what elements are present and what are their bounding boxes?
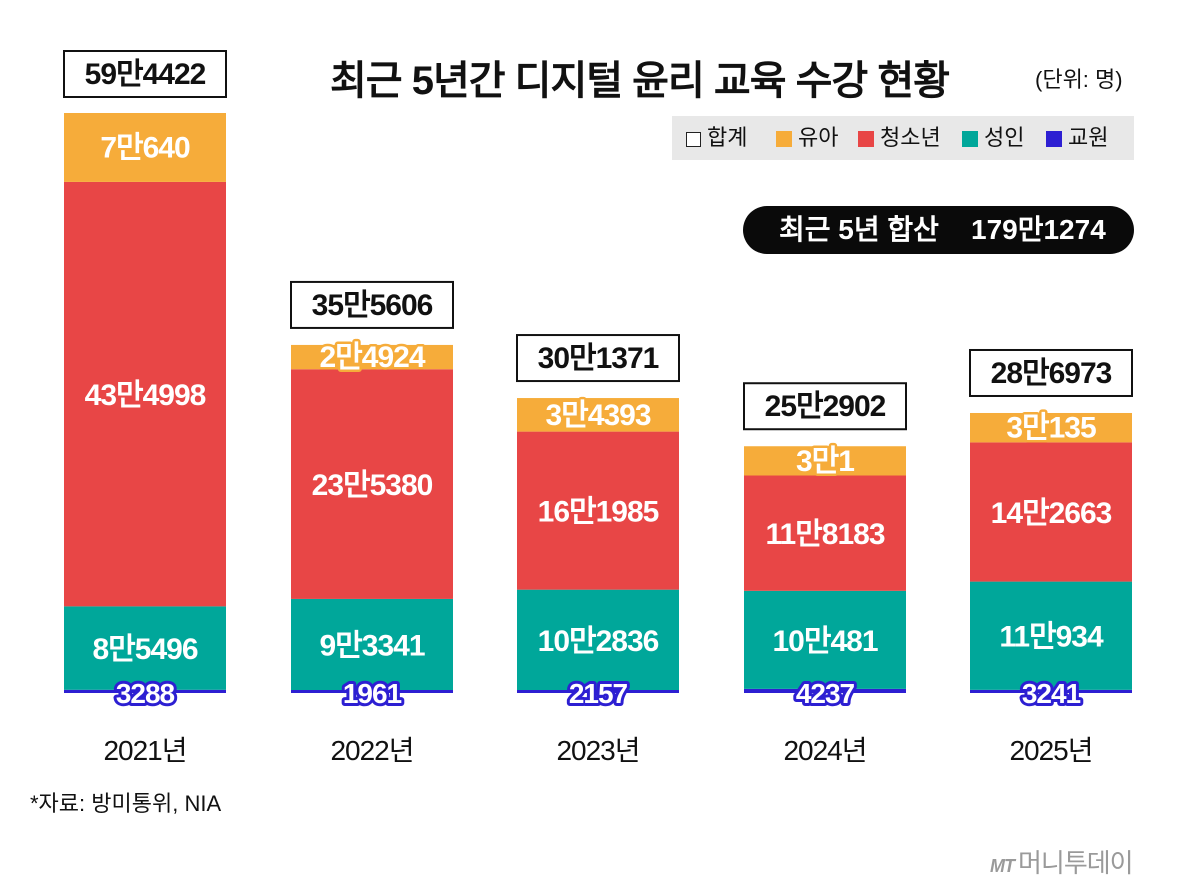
legend-label-youth: 청소년 <box>880 125 941 150</box>
bar-segment-1-2 <box>291 690 453 693</box>
child-value-label-2: 2만4924 <box>319 341 425 374</box>
summary-label: 최근 5년 합산 <box>779 214 939 245</box>
teacher-value-label-2: 1961 <box>343 678 402 709</box>
legend-swatch-adult <box>962 131 978 147</box>
total-box-2 <box>290 280 454 329</box>
summary-pill: 최근 5년 합산 179만1274 <box>743 206 1134 254</box>
total-value-label-4: 25만2902 <box>765 390 886 423</box>
total-value-label-3: 30만1371 <box>538 342 659 375</box>
teacher-value-label-5: 3241 <box>1022 678 1081 709</box>
brand-mark: MT <box>990 856 1015 876</box>
bar-segment-3-2 <box>291 369 453 599</box>
legend-swatch-child <box>776 131 792 147</box>
adult-value-label-3: 10만2836 <box>538 625 659 658</box>
adult-value-label-4: 10만481 <box>772 625 877 658</box>
total-value-label-1: 59만4422 <box>85 58 206 91</box>
youth-value-label-3: 16만1985 <box>538 496 659 529</box>
legend-label-child: 유아 <box>798 125 839 150</box>
teacher-value-label-4: 4237 <box>796 678 855 709</box>
child-value-label-4: 3만1 <box>796 445 854 478</box>
legend-item-adult: 성인 <box>962 116 1024 160</box>
category-label-3: 2023년 <box>556 735 639 766</box>
total-box-1 <box>63 50 227 98</box>
category-label-1: 2021년 <box>103 735 186 766</box>
bar-segment-1-4 <box>744 688 906 693</box>
legend-item-total: 합계 <box>686 116 747 160</box>
category-label-5: 2025년 <box>1009 735 1092 766</box>
bar-segment-4-1 <box>64 113 226 182</box>
total-value-label-5: 28만6973 <box>991 357 1112 390</box>
bar-segment-4-5 <box>970 412 1132 443</box>
bar-segment-4-4 <box>744 446 906 476</box>
bar-segment-2-3 <box>517 589 679 690</box>
category-label-2: 2022년 <box>330 735 413 766</box>
bar-segment-4-2 <box>291 344 453 370</box>
total-box-5 <box>969 348 1133 397</box>
total-value-label-2: 35만5606 <box>312 289 433 322</box>
child-value-label-3: 3만4393 <box>545 399 650 432</box>
unit-note: (단위: 명) <box>1035 67 1123 92</box>
brand-name: 머니투데이 <box>1018 848 1134 878</box>
bar-segment-2-5 <box>970 581 1132 690</box>
bar-segment-4-3 <box>517 398 679 432</box>
bar-segment-2-2 <box>291 598 453 690</box>
summary-value: 179만1274 <box>971 214 1106 245</box>
category-label-4: 2024년 <box>783 735 866 766</box>
legend-label-adult: 성인 <box>984 125 1025 150</box>
teacher-value-label-3: 2157 <box>569 678 628 709</box>
legend-label-total: 합계 <box>707 125 748 150</box>
adult-value-label-2: 9만3341 <box>319 629 424 662</box>
source-note: *자료: 방미통위, NIA <box>30 791 222 816</box>
youth-value-label-5: 14만2663 <box>991 497 1112 530</box>
teacher-value-label-1: 3288 <box>116 678 175 709</box>
legend-label-teacher: 교원 <box>1068 125 1109 150</box>
total-box-4 <box>743 382 907 431</box>
bar-segment-1-3 <box>517 690 679 693</box>
bar-segment-1-1 <box>64 689 226 693</box>
bar-segment-3-5 <box>970 442 1132 582</box>
chart-title: 최근 5년간 디지털 윤리 교육 수강 현황 <box>330 59 950 103</box>
bar-segment-2-1 <box>64 606 226 690</box>
legend-swatch-total <box>686 132 701 147</box>
legend-item-child: 유아 <box>776 116 838 160</box>
youth-value-label-4: 11만8183 <box>765 518 884 551</box>
bar-segment-1-5 <box>970 689 1132 693</box>
adult-value-label-5: 11만934 <box>999 621 1104 654</box>
legend-item-teacher: 교원 <box>1046 116 1108 160</box>
youth-value-label-1: 43만4998 <box>85 379 206 412</box>
bar-segment-3-4 <box>744 475 906 591</box>
legend-swatch-teacher <box>1046 131 1062 147</box>
child-value-label-1: 7만640 <box>100 131 190 164</box>
bar-segment-2-4 <box>744 590 906 689</box>
legend: 합계 유아 청소년 성인 교원 <box>672 116 1134 160</box>
child-value-label-5: 3만135 <box>1006 412 1096 445</box>
legend-swatch-youth <box>858 131 874 147</box>
total-box-3 <box>516 334 680 383</box>
adult-value-label-1: 8만5496 <box>92 633 197 666</box>
youth-value-label-2: 23만5380 <box>312 469 433 502</box>
brand-logo: MT 머니투데이 <box>990 843 1134 880</box>
bar-segment-3-1 <box>64 181 226 607</box>
legend-item-youth: 청소년 <box>858 116 941 160</box>
bar-segment-3-3 <box>517 431 679 590</box>
